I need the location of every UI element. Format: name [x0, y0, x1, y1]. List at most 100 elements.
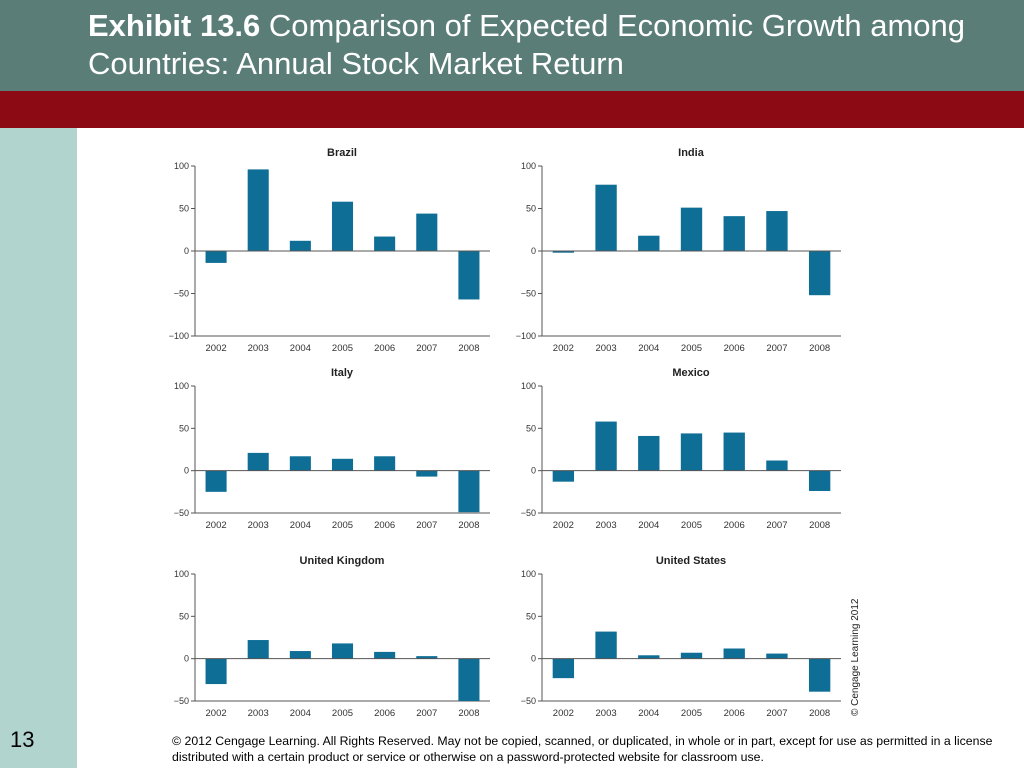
bar-mexico-2003: [595, 421, 617, 471]
y-tick-label-united-states: −50: [521, 696, 536, 706]
x-tick-label-united-kingdom: 2005: [332, 708, 353, 719]
bar-india-2008: [808, 251, 831, 296]
y-tick-label-brazil: −50: [174, 289, 189, 299]
title-exhibit-label: Exhibit 13.6: [88, 8, 261, 43]
x-tick-label-united-states: 2008: [809, 708, 830, 719]
x-tick-label-italy: 2006: [374, 520, 395, 531]
bar-mexico-2002: [552, 470, 575, 482]
x-tick-label-united-states: 2003: [596, 708, 617, 719]
bar-mexico-2007: [766, 460, 788, 471]
bar-united-kingdom-2004: [289, 651, 311, 659]
bar-brazil-2002: [205, 251, 227, 263]
chart-title-mexico: Mexico: [672, 367, 710, 379]
chart-title-united-states: United States: [656, 555, 726, 567]
bar-italy-2007: [416, 470, 438, 477]
bar-mexico-2005: [680, 433, 703, 471]
x-tick-label-united-states: 2004: [638, 708, 659, 719]
y-tick-label-india: 50: [526, 204, 536, 214]
bar-mexico-2004: [638, 435, 660, 471]
x-tick-label-brazil: 2005: [332, 343, 353, 354]
x-tick-label-united-states: 2007: [766, 708, 787, 719]
copyright-notice: © 2012 Cengage Learning. All Rights Rese…: [172, 734, 993, 764]
chart-title-italy: Italy: [331, 367, 354, 379]
bar-italy-2005: [331, 458, 354, 471]
title-text: Comparison of Expected Economic Growth a…: [88, 8, 966, 81]
x-tick-label-india: 2003: [596, 343, 617, 354]
x-tick-label-mexico: 2005: [681, 520, 702, 531]
bar-united-states-2007: [766, 653, 788, 659]
x-tick-label-india: 2004: [638, 343, 659, 354]
y-tick-label-mexico: 0: [531, 466, 536, 476]
bar-india-2003: [595, 184, 617, 251]
bar-brazil-2005: [331, 201, 354, 251]
x-tick-label-india: 2002: [553, 343, 574, 354]
bar-india-2004: [638, 235, 660, 251]
bar-united-kingdom-2005: [331, 643, 354, 659]
x-tick-label-brazil: 2002: [206, 343, 227, 354]
y-tick-label-italy: −50: [174, 508, 189, 518]
y-tick-label-united-kingdom: 0: [184, 654, 189, 664]
x-tick-label-india: 2007: [766, 343, 787, 354]
x-tick-label-mexico: 2008: [809, 520, 830, 531]
y-tick-label-india: −100: [516, 331, 536, 341]
bar-united-kingdom-2008: [458, 658, 480, 701]
bar-italy-2004: [289, 456, 311, 471]
y-tick-label-india: 100: [521, 161, 536, 171]
bar-united-states-2002: [552, 658, 575, 679]
x-tick-label-mexico: 2007: [766, 520, 787, 531]
chart-title-united-kingdom: United Kingdom: [300, 555, 385, 567]
x-tick-label-brazil: 2006: [374, 343, 395, 354]
left-sidebar: [0, 128, 77, 768]
x-tick-label-brazil: 2008: [458, 343, 479, 354]
bar-brazil-2004: [289, 240, 311, 251]
y-tick-label-united-states: 50: [526, 611, 536, 621]
y-tick-label-brazil: −100: [169, 331, 189, 341]
title-header: Exhibit 13.6 Comparison of Expected Econ…: [0, 0, 1024, 91]
y-tick-label-mexico: 100: [521, 381, 536, 391]
x-tick-label-italy: 2005: [332, 520, 353, 531]
y-tick-label-italy: 50: [179, 423, 189, 433]
bar-brazil-2007: [416, 213, 438, 251]
x-tick-label-india: 2006: [724, 343, 745, 354]
bar-mexico-2008: [808, 470, 831, 491]
x-tick-label-united-states: 2002: [553, 708, 574, 719]
x-tick-label-italy: 2003: [248, 520, 269, 531]
x-tick-label-united-kingdom: 2003: [248, 708, 269, 719]
x-tick-label-brazil: 2007: [416, 343, 437, 354]
x-tick-label-united-states: 2005: [681, 708, 702, 719]
bar-brazil-2003: [247, 169, 269, 251]
x-tick-label-mexico: 2003: [596, 520, 617, 531]
y-tick-label-italy: 100: [174, 381, 189, 391]
x-tick-label-mexico: 2006: [724, 520, 745, 531]
x-tick-label-india: 2008: [809, 343, 830, 354]
chart-title-brazil: Brazil: [327, 147, 357, 159]
x-tick-label-united-kingdom: 2002: [206, 708, 227, 719]
bar-united-kingdom-2003: [247, 640, 269, 659]
y-tick-label-united-kingdom: 50: [179, 611, 189, 621]
bar-india-2006: [723, 216, 745, 251]
x-tick-label-united-kingdom: 2006: [374, 708, 395, 719]
x-tick-label-india: 2005: [681, 343, 702, 354]
y-tick-label-italy: 0: [184, 466, 189, 476]
bar-india-2007: [766, 211, 788, 251]
x-tick-label-brazil: 2004: [290, 343, 311, 354]
y-tick-label-mexico: −50: [521, 508, 536, 518]
accent-bar: [0, 91, 1024, 128]
bar-united-kingdom-2007: [416, 656, 438, 659]
y-tick-label-brazil: 0: [184, 246, 189, 256]
bar-united-states-2008: [808, 658, 831, 692]
y-tick-label-india: −50: [521, 289, 536, 299]
x-tick-label-united-kingdom: 2007: [416, 708, 437, 719]
bar-italy-2008: [458, 470, 480, 513]
y-tick-label-india: 0: [531, 246, 536, 256]
y-tick-label-mexico: 50: [526, 423, 536, 433]
slide-number: 13: [10, 727, 35, 752]
bar-united-kingdom-2002: [205, 658, 227, 685]
x-tick-label-italy: 2004: [290, 520, 311, 531]
bar-united-states-2005: [680, 652, 703, 659]
x-tick-label-italy: 2007: [416, 520, 437, 531]
y-tick-label-brazil: 100: [174, 161, 189, 171]
bar-india-2002: [552, 251, 575, 253]
bar-italy-2003: [247, 452, 269, 471]
